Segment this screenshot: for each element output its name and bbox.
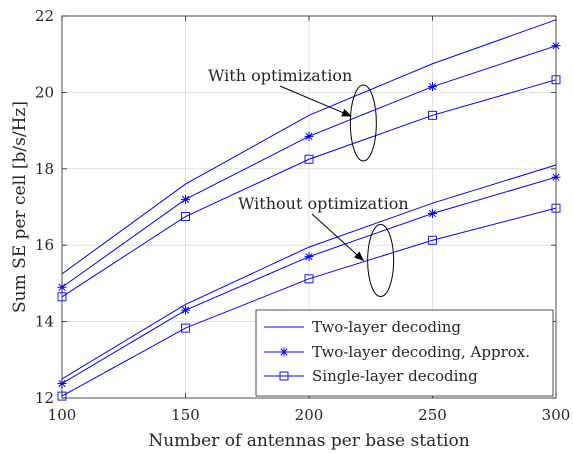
data-point-square [428, 235, 437, 245]
data-point-asterisk [279, 347, 289, 357]
annotation-arrow [311, 213, 365, 262]
legend-item: Two-layer decoding, Approx. [264, 343, 530, 361]
x-tick-label: 100 [48, 406, 77, 424]
legend-label: Two-layer decoding [312, 318, 461, 336]
series-line [61, 79, 557, 298]
data-point-square [304, 154, 314, 164]
data-point-asterisk [428, 208, 437, 218]
annotation-label: Without optimization [238, 194, 409, 213]
legend-label: Single-layer decoding [312, 367, 478, 385]
series-line [61, 207, 557, 397]
legend-item: Two-layer decoding [264, 318, 461, 336]
axis-ticks: 100 150 200 250 300 12 14 16 18 20 22 [35, 7, 570, 424]
x-tick-label: 150 [171, 406, 200, 424]
data-point-square [279, 371, 289, 381]
legend: Two-layer decoding Two-layer decoding, Ap… [255, 309, 554, 397]
data-point-asterisk [181, 305, 190, 315]
y-axis-label: Sum SE per cell [b/s/Hz] [10, 101, 30, 313]
annotation-arrow [279, 85, 352, 117]
x-tick-label: 300 [542, 406, 571, 424]
y-tick-label: 18 [35, 160, 54, 178]
data-point-square [181, 212, 190, 222]
series-line [61, 19, 557, 275]
series-1 [61, 19, 557, 275]
y-tick-label: 14 [35, 313, 54, 331]
data-point-asterisk [428, 82, 437, 92]
data-point-asterisk [181, 194, 190, 204]
series-line [61, 164, 557, 380]
x-tick-label: 200 [295, 406, 324, 424]
data-point-asterisk [304, 252, 314, 262]
series-4 [61, 164, 557, 380]
legend-item: Single-layer decoding [264, 367, 478, 385]
y-tick-label: 12 [35, 389, 54, 407]
annotations: With optimization Without optimization [208, 66, 409, 297]
y-tick-label: 16 [35, 236, 54, 254]
y-tick-label: 20 [35, 83, 54, 101]
data-point-square [304, 274, 314, 284]
x-axis-label: Number of antennas per base station [148, 431, 469, 451]
y-tick-label: 22 [35, 7, 54, 25]
data-point-square [428, 110, 437, 120]
legend-label: Two-layer decoding, Approx. [312, 343, 530, 361]
x-tick-label: 250 [418, 406, 447, 424]
annotation-label: With optimization [208, 66, 352, 85]
annotation-ellipse [349, 84, 377, 162]
data-point-asterisk [304, 131, 314, 141]
annotation-ellipse [367, 223, 395, 297]
data-point-square [181, 323, 190, 333]
legend-box [255, 309, 554, 397]
